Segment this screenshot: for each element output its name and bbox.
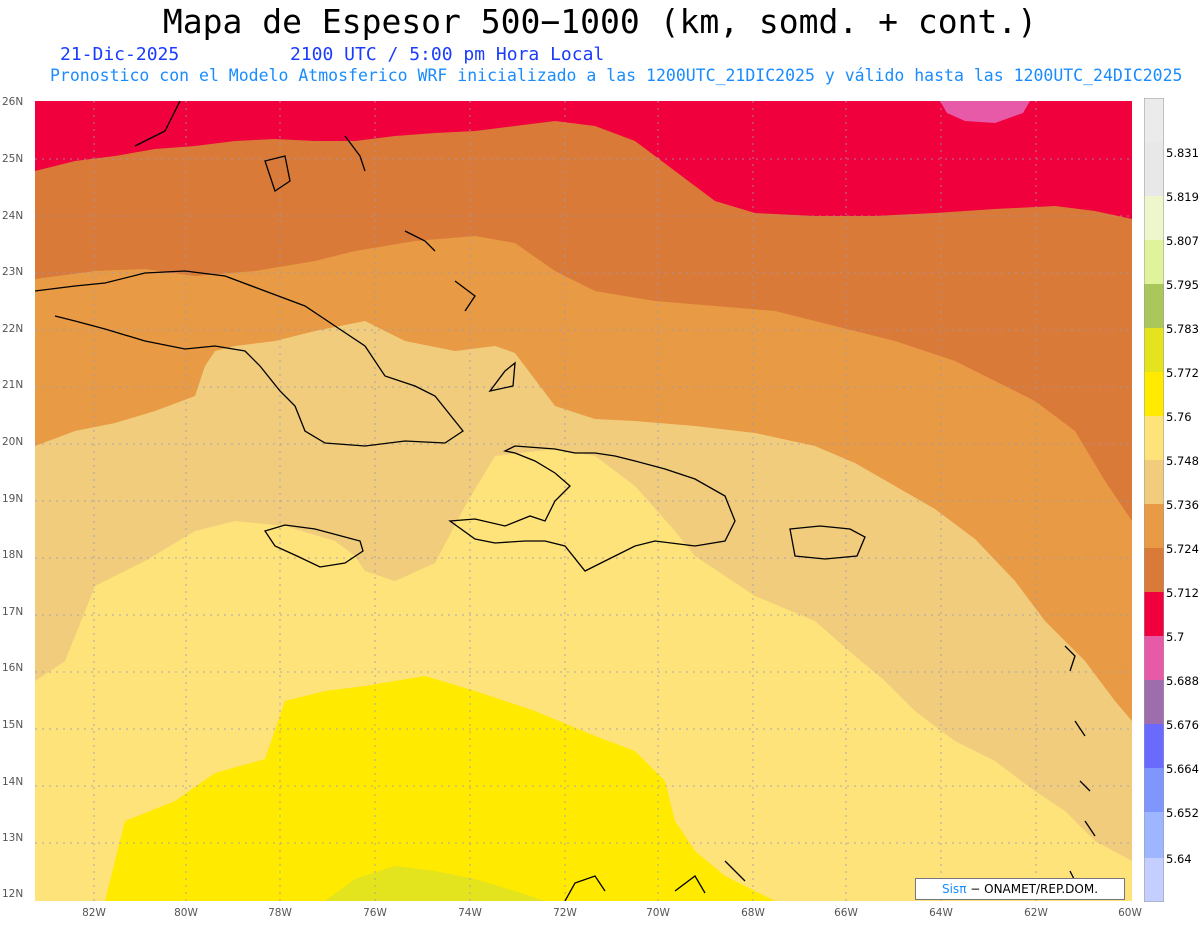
legend-label: 5.772: [1166, 366, 1199, 380]
credit-text: − ONAMET/REP.DOM.: [970, 882, 1099, 896]
legend-swatch: [1144, 142, 1164, 196]
coast-hispaniola: [448, 445, 736, 572]
legend-label: 5.736: [1166, 498, 1199, 512]
legend-swatch: [1144, 372, 1164, 416]
legend-swatch: [1144, 98, 1164, 142]
coast-lesser-antilles: [1064, 645, 1096, 882]
forecast-time: 2100 UTC / 5:00 pm Hora Local: [290, 44, 605, 65]
lat-label: 24N: [2, 210, 24, 222]
band-5772: [325, 866, 545, 901]
lat-label: 20N: [2, 436, 24, 448]
thickness-map: [35, 101, 1132, 901]
band-5688: [940, 101, 1030, 123]
lat-label: 17N: [2, 606, 24, 618]
coast-south-america: [564, 860, 746, 901]
legend-swatch: [1144, 724, 1164, 768]
legend-label: 5.819: [1166, 190, 1199, 204]
legend-label: 5.783: [1166, 322, 1199, 336]
coast-bahamas-4: [454, 280, 476, 312]
legend-swatch: [1144, 460, 1164, 504]
legend-swatch: [1144, 240, 1164, 284]
lon-label: 80W: [174, 907, 198, 919]
legend-label: 5.712: [1166, 586, 1199, 600]
legend-swatch: [1144, 328, 1164, 372]
legend-swatch: [1144, 858, 1164, 902]
lat-label: 21N: [2, 379, 24, 391]
lat-label: 19N: [2, 493, 24, 505]
band-5700: [35, 101, 1132, 219]
lon-label: 76W: [363, 907, 387, 919]
map-title: Mapa de Espesor 500−1000 (km, somd. + co…: [162, 2, 1038, 41]
coast-florida-keys: [134, 101, 181, 147]
legend-label: 5.7: [1166, 630, 1185, 644]
legend-label: 5.831: [1166, 146, 1199, 160]
legend-label: 5.807: [1166, 234, 1199, 248]
lon-label: 62W: [1024, 907, 1048, 919]
coast-jamaica: [263, 524, 364, 568]
color-legend: [1144, 98, 1164, 902]
coastlines: [35, 101, 1096, 901]
coast-bahamas-5: [488, 361, 516, 393]
forecast-date: 21-Dic-2025: [60, 44, 180, 65]
legend-swatch: [1144, 812, 1164, 858]
legend-label: 5.676: [1166, 718, 1199, 732]
legend-swatch: [1144, 680, 1164, 724]
legend-swatch: [1144, 548, 1164, 592]
legend-swatch: [1144, 592, 1164, 636]
graticule: [35, 101, 1132, 901]
lon-label: 66W: [834, 907, 858, 919]
sis-logo: Sisπ: [941, 882, 967, 896]
lon-label: 60W: [1118, 907, 1142, 919]
lat-label: 18N: [2, 549, 24, 561]
lat-label: 25N: [2, 153, 24, 165]
legend-swatch: [1144, 196, 1164, 240]
legend-label: 5.724: [1166, 542, 1199, 556]
legend-swatch: [1144, 504, 1164, 548]
lat-label: 13N: [2, 832, 24, 844]
lat-label: 22N: [2, 323, 24, 335]
lat-label: 14N: [2, 776, 24, 788]
band-5760: [105, 676, 775, 901]
legend-label: 5.688: [1166, 674, 1199, 688]
coast-puertorico: [789, 525, 866, 560]
legend-swatch: [1144, 416, 1164, 460]
lat-label: 15N: [2, 719, 24, 731]
legend-swatch: [1144, 636, 1164, 680]
legend-label: 5.76: [1166, 410, 1192, 424]
lat-label: 16N: [2, 662, 24, 674]
legend-label: 5.64: [1166, 852, 1192, 866]
legend-swatch: [1144, 284, 1164, 328]
lon-label: 68W: [741, 907, 765, 919]
lon-label: 74W: [458, 907, 482, 919]
coast-bahamas-3: [404, 230, 436, 252]
lat-label: 26N: [2, 96, 24, 108]
coast-bahamas-2: [344, 135, 366, 172]
legend-label: 5.748: [1166, 454, 1199, 468]
forecast-info: Pronostico con el Modelo Atmosferico WRF…: [50, 66, 1183, 85]
legend-label: 5.652: [1166, 806, 1199, 820]
lon-label: 72W: [553, 907, 577, 919]
lat-label: 23N: [2, 266, 24, 278]
lon-label: 78W: [268, 907, 292, 919]
lat-label: 12N: [2, 888, 24, 900]
lon-label: 82W: [82, 907, 106, 919]
coast-bahamas-1: [264, 155, 291, 193]
legend-label: 5.795: [1166, 278, 1199, 292]
legend-swatch: [1144, 768, 1164, 812]
lon-label: 64W: [929, 907, 953, 919]
credit-box: Sisπ − ONAMET/REP.DOM.: [915, 878, 1125, 900]
lon-label: 70W: [646, 907, 670, 919]
legend-label: 5.664: [1166, 762, 1199, 776]
coast-cuba: [35, 270, 464, 447]
